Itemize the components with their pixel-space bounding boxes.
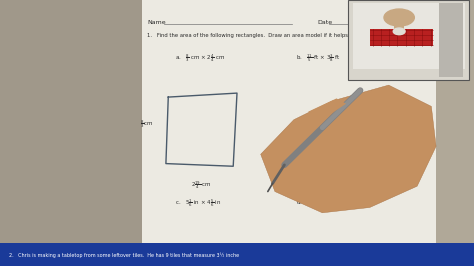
Text: b.   $\frac{11}{5}$ ft $\times$ $3\frac{3}{8}$ ft: b. $\frac{11}{5}$ ft $\times$ $3\frac{3}… <box>296 53 341 64</box>
Circle shape <box>384 9 414 26</box>
Text: Date: Date <box>318 20 333 25</box>
Bar <box>436 0 474 266</box>
Text: 1.   Find the area of the following rectangles.  Draw an area model if it helps : 1. Find the area of the following rectan… <box>147 34 361 38</box>
Text: d.   $\frac{5}{7}$ m $\times$ $6\frac{7}{8}$ m: d. $\frac{5}{7}$ m $\times$ $6\frac{7}{8… <box>296 198 340 209</box>
Bar <box>370 29 433 46</box>
Bar <box>353 3 465 69</box>
Text: $2\frac{19}{4}$ cm: $2\frac{19}{4}$ cm <box>191 179 212 191</box>
Ellipse shape <box>393 28 405 35</box>
Polygon shape <box>261 85 436 213</box>
Bar <box>394 17 404 32</box>
Bar <box>348 0 469 80</box>
Bar <box>439 3 463 77</box>
Text: Name: Name <box>147 20 165 25</box>
Text: $\frac{8}{3}$cm: $\frac{8}{3}$cm <box>140 118 154 130</box>
Bar <box>0 0 142 266</box>
Text: 2.   Chris is making a tabletop from some leftover tiles.  He has 9 tiles that m: 2. Chris is making a tabletop from some … <box>9 252 239 257</box>
Text: c.   $5\frac{1}{6}$ in $\times$ $4\frac{5}{6}$ in: c. $5\frac{1}{6}$ in $\times$ $4\frac{5}… <box>175 198 222 209</box>
Text: a.   $\frac{8}{3}$ cm $\times$ $2\frac{4}{4}$ cm: a. $\frac{8}{3}$ cm $\times$ $2\frac{4}{… <box>175 53 226 64</box>
Bar <box>142 0 436 245</box>
Polygon shape <box>308 98 346 120</box>
Bar <box>0 243 474 266</box>
